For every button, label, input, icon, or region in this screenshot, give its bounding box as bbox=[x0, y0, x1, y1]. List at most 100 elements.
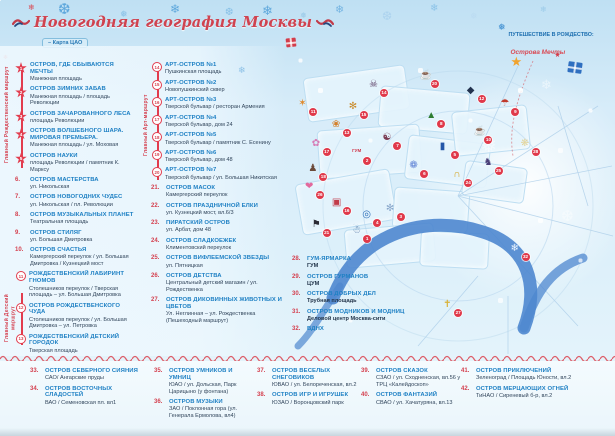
street-lines bbox=[417, 65, 614, 354]
map-marker-18: ♟ 18 bbox=[308, 163, 328, 181]
poi-address: Тверская площадь bbox=[29, 347, 78, 354]
poi-number: 13 bbox=[16, 333, 26, 344]
bowler-hat-icon: ◆ bbox=[466, 85, 475, 97]
poi-number: 7. bbox=[15, 194, 21, 201]
poi-address: Тверской бульвар, дом 24 bbox=[165, 122, 233, 129]
poi-address: ТиНАО / Сиреневый б-р, вл.2 bbox=[476, 392, 553, 399]
flower-icon: ✿ bbox=[311, 138, 321, 149]
poi-item: 35. ОСТРОВ УМНИКОВ И УМНИЦ ЮАО / ул. Дол… bbox=[154, 368, 254, 395]
poi-item: 4 ОСТРОВ ВОЛШЕБНОГО ШАРА. МИРОВАЯ ПРЕМЬЕ… bbox=[15, 128, 137, 149]
marker-number-badge: 3 bbox=[396, 213, 405, 222]
poi-number: 2 bbox=[15, 86, 27, 98]
outer-ring-road bbox=[322, 70, 594, 342]
poi-item: 36. ОСТРОВ МУЗЫКИ ЗАО / Поклонная гора (… bbox=[154, 399, 254, 420]
poi-address: ЗАО / Поклонная гора (ул. Генерала Ермол… bbox=[169, 406, 238, 420]
poi-title: ОСТРОВ ВОЛШЕБНОГО ШАРА. МИРОВАЯ ПРЕМЬЕРА… bbox=[30, 128, 124, 141]
pirate-girl-icon: ☠ bbox=[368, 79, 378, 91]
poi-address: Манежная площадь bbox=[30, 76, 82, 83]
corner-title: ПУТЕШЕСТВИЕ В РОЖДЕСТВО: bbox=[508, 32, 594, 38]
gift-icon bbox=[567, 60, 583, 74]
ice-swirl-icon: ❁ bbox=[409, 159, 418, 171]
poi-address: ул. Кузнецкий мост, вл.6/3 bbox=[166, 209, 234, 216]
bottom-band bbox=[0, 361, 615, 436]
poi-item: 15 АРТ-ОСТРОВ №2 Новопушкинский сквер bbox=[151, 79, 289, 94]
map-marker-5: ▮ 5 bbox=[440, 142, 459, 160]
ring-road bbox=[362, 110, 554, 302]
moscow-map: ❅ ❆ ❄ ★ ★ ☠ 14 ☕ 20 ◆ 12 ☂ 9 ▲ 8 ☕ 10 ✻ 15 ✶ 11 ❀ 13 ✿ 17 ☯ 7… bbox=[278, 46, 615, 356]
map-marker-20: ☕ 20 bbox=[419, 69, 439, 88]
poi-title: АРТ-ОСТРОВ №2 bbox=[165, 79, 217, 86]
poi-item: 14 АРТ-ОСТРОВ №1 Пушкинская площадь bbox=[151, 62, 289, 76]
bow-icon: ❀ bbox=[331, 119, 341, 131]
poi-title: ПИРАТСКИЙ ОСТРОВ bbox=[166, 220, 230, 227]
map-marker-7: ☯ 7 bbox=[382, 132, 402, 150]
bird-icon bbox=[12, 18, 30, 27]
gift-icon: ▣ bbox=[331, 196, 342, 208]
horseshoe-icon: ∩ bbox=[453, 169, 461, 180]
poi-title: ОСТРОВ МЕРЦАЮЩИХ ОГНЕЙ bbox=[476, 385, 569, 392]
page-title: Новогодняя география Москвы bbox=[34, 14, 313, 31]
poi-address: ВАО / Семеновская пл. вл1 bbox=[45, 399, 117, 406]
bottom-list-5: 41. ОСТРОВ ПРИКЛЮЧЕНИЙ Зеленоград / Площ… bbox=[461, 368, 611, 403]
samovar-icon: ☕ bbox=[419, 69, 432, 81]
poi-number: 34. bbox=[30, 385, 39, 392]
poi-number: 37. bbox=[257, 368, 266, 374]
poi-title: ОСТРОВ ВИФЛЕЕМСКОЙ ЗВЕЗДЫ bbox=[166, 255, 270, 262]
poi-number: 29. bbox=[292, 273, 301, 280]
poi-number: 16 bbox=[152, 97, 162, 108]
poi-number: 38. bbox=[257, 392, 266, 399]
poi-address: Трубная площадь bbox=[307, 298, 357, 305]
poi-title: ОСТРОВ ЗИМНИХ ЗАБАВ bbox=[30, 86, 106, 93]
poi-address: ул. Большая Дмитровка bbox=[30, 236, 93, 243]
gum-sign-icon: ГУМ bbox=[352, 148, 362, 154]
map-marker-4: ◎ 4 bbox=[362, 210, 382, 228]
poi-address: Климентовский переулок bbox=[166, 245, 232, 252]
poi-title: ОСТРОВ ВЕСЕЛЫХ СНЕГОВИКОВ bbox=[272, 368, 331, 381]
poi-title: ОСТРОВ ЗАЧАРОВАННОГО ЛЕСА bbox=[30, 110, 131, 117]
marker-number-badge: 7 bbox=[393, 141, 402, 150]
marker-number-badge: 24 bbox=[464, 179, 473, 187]
corner-subtitle: Острова Мечты bbox=[510, 49, 566, 56]
snowflake-icon: ❆ bbox=[382, 9, 393, 23]
christmas-tree-icon: ▲ bbox=[426, 110, 437, 122]
map-marker-2: ГУМ 2 bbox=[352, 148, 372, 166]
map-marker-21: ⚑ 21 bbox=[312, 219, 331, 237]
poi-address: Деловой центр Москва-сити bbox=[307, 316, 386, 323]
poi-address: СВАО / ул. Хачатуряна, вл.13 bbox=[376, 399, 453, 406]
route3-label: Главный Арт-маршрут bbox=[143, 94, 149, 156]
poi-address: Столешников переулок / Тверская площадь … bbox=[29, 285, 121, 299]
map-marker-8: ▲ 8 bbox=[426, 110, 446, 129]
poi-address: Зеленоград / Площадь Юности, вл.2 bbox=[476, 375, 572, 382]
poi-address: Тверской бульвар / ресторан Армения bbox=[165, 104, 265, 111]
map-marker-28: ❋ 28 bbox=[521, 139, 540, 156]
poi-address: ЮАО / ул. Дольская, Парк Царицыно (у фон… bbox=[169, 382, 237, 395]
poi-title: АРТ-ОСТРОВ №1 bbox=[165, 62, 217, 68]
poi-number: 20 bbox=[152, 167, 162, 178]
poi-number: 28. bbox=[292, 256, 301, 262]
poi-title: ОСТРОВ НОВОГОДНИХ ЧУДЕС bbox=[30, 194, 123, 201]
cake-icon: ❤ bbox=[304, 181, 314, 193]
map-marker-1: ☃ 1 bbox=[352, 225, 372, 243]
poi-address: ГУМ bbox=[307, 263, 319, 270]
poi-title: ГУМ-ЯРМАРКА bbox=[307, 256, 351, 262]
map-marker-27: ✝ 27 bbox=[443, 300, 463, 318]
poi-item: 11 РОЖДЕСТВЕНСКИЙ ЛАБИРИНТ ГНОМОВ Столеш… bbox=[15, 271, 137, 298]
poi-title: ОСТРОВ ДОБРЫХ ДЕЛ bbox=[307, 291, 376, 298]
wavy-separator bbox=[0, 353, 615, 361]
map-marker-15: ✻ 15 bbox=[349, 101, 368, 119]
poi-number: 31. bbox=[292, 308, 301, 315]
poi-title: ОСТРОВ ПРАЗДНИЧНОЙ ЕЛКИ bbox=[166, 202, 258, 209]
map-marker-3: ✻ 3 bbox=[386, 204, 405, 222]
poi-address: площадь Революции / памятник К. Марксу bbox=[30, 159, 120, 173]
poi-title: ОСТРОВ УМНИКОВ И УМНИЦ bbox=[169, 368, 233, 381]
poi-number: 36. bbox=[154, 399, 163, 406]
poi-item: 7. ОСТРОВ НОВОГОДНИХ ЧУДЕС ул. Никольска… bbox=[15, 194, 137, 208]
poi-title: ОСТРОВ МАСОК bbox=[166, 185, 216, 192]
snowflake-icon: ❄ bbox=[335, 4, 345, 16]
marker-number-badge: 6 bbox=[420, 169, 429, 178]
map-marker-12: ◆ 12 bbox=[466, 85, 486, 104]
poi-title: ОСТРОВ СЧАСТЬЯ bbox=[30, 247, 87, 254]
poi-number: 23. bbox=[151, 220, 160, 227]
poi-item: 17 АРТ-ОСТРОВ №4 Тверской бульвар, дом 2… bbox=[151, 114, 289, 129]
poi-item: 31. ОСТРОВ МОДНИКОВ И МОДНИЦ Деловой цен… bbox=[292, 309, 412, 323]
